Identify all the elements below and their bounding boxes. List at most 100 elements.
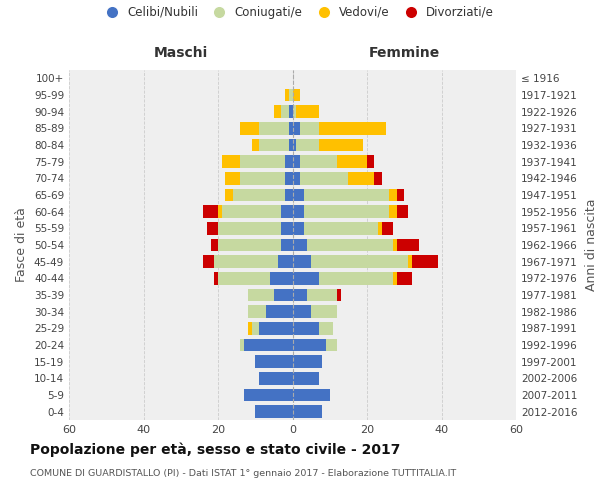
- Bar: [285, 188, 293, 201]
- Bar: [289, 106, 293, 118]
- Bar: [270, 272, 293, 284]
- Bar: [226, 188, 233, 201]
- Bar: [293, 156, 300, 168]
- Bar: [241, 339, 244, 351]
- Bar: [293, 322, 319, 334]
- Bar: [408, 256, 412, 268]
- Bar: [397, 188, 404, 201]
- Bar: [293, 239, 307, 251]
- Bar: [319, 138, 363, 151]
- Bar: [289, 89, 293, 101]
- Bar: [255, 406, 293, 418]
- Bar: [259, 138, 289, 151]
- Bar: [337, 289, 341, 301]
- Bar: [337, 156, 367, 168]
- Bar: [241, 122, 259, 134]
- Bar: [293, 106, 296, 118]
- Bar: [389, 188, 397, 201]
- Bar: [218, 239, 281, 251]
- Bar: [311, 256, 408, 268]
- Bar: [397, 272, 412, 284]
- Bar: [300, 172, 349, 184]
- Bar: [293, 389, 330, 401]
- Bar: [285, 156, 293, 168]
- Bar: [203, 206, 218, 218]
- Bar: [248, 306, 266, 318]
- Bar: [248, 289, 274, 301]
- Bar: [214, 256, 278, 268]
- Bar: [222, 206, 281, 218]
- Bar: [293, 89, 300, 101]
- Bar: [293, 306, 311, 318]
- Bar: [218, 206, 222, 218]
- Bar: [293, 138, 296, 151]
- Bar: [207, 222, 218, 234]
- Bar: [274, 106, 281, 118]
- Y-axis label: Fasce di età: Fasce di età: [16, 208, 28, 282]
- Bar: [307, 289, 337, 301]
- Bar: [251, 322, 259, 334]
- Bar: [214, 272, 218, 284]
- Bar: [289, 138, 293, 151]
- Bar: [289, 122, 293, 134]
- Bar: [281, 239, 293, 251]
- Bar: [382, 222, 393, 234]
- Bar: [296, 138, 319, 151]
- Bar: [412, 256, 438, 268]
- Bar: [255, 356, 293, 368]
- Bar: [248, 322, 251, 334]
- Bar: [251, 138, 259, 151]
- Bar: [293, 188, 304, 201]
- Bar: [307, 239, 393, 251]
- Bar: [293, 172, 300, 184]
- Bar: [266, 306, 293, 318]
- Bar: [293, 272, 319, 284]
- Bar: [203, 256, 214, 268]
- Bar: [259, 122, 289, 134]
- Bar: [278, 256, 293, 268]
- Bar: [281, 106, 289, 118]
- Bar: [367, 156, 374, 168]
- Bar: [393, 272, 397, 284]
- Bar: [293, 372, 319, 384]
- Bar: [241, 156, 285, 168]
- Bar: [304, 206, 389, 218]
- Bar: [293, 122, 300, 134]
- Bar: [281, 206, 293, 218]
- Bar: [296, 106, 319, 118]
- Bar: [285, 89, 289, 101]
- Bar: [274, 289, 293, 301]
- Bar: [226, 172, 241, 184]
- Bar: [211, 239, 218, 251]
- Y-axis label: Anni di nascita: Anni di nascita: [584, 198, 598, 291]
- Bar: [293, 222, 304, 234]
- Bar: [393, 239, 397, 251]
- Bar: [300, 122, 319, 134]
- Bar: [233, 188, 285, 201]
- Bar: [285, 172, 293, 184]
- Text: Maschi: Maschi: [154, 46, 208, 60]
- Bar: [293, 256, 311, 268]
- Bar: [244, 339, 293, 351]
- Text: Popolazione per età, sesso e stato civile - 2017: Popolazione per età, sesso e stato civil…: [30, 442, 400, 457]
- Bar: [259, 372, 293, 384]
- Bar: [300, 156, 337, 168]
- Bar: [311, 306, 337, 318]
- Bar: [319, 272, 393, 284]
- Text: COMUNE DI GUARDISTALLO (PI) - Dati ISTAT 1° gennaio 2017 - Elaborazione TUTTITAL: COMUNE DI GUARDISTALLO (PI) - Dati ISTAT…: [30, 468, 456, 477]
- Bar: [349, 172, 374, 184]
- Bar: [378, 222, 382, 234]
- Bar: [304, 188, 389, 201]
- Bar: [397, 206, 408, 218]
- Bar: [389, 206, 397, 218]
- Bar: [281, 222, 293, 234]
- Bar: [397, 239, 419, 251]
- Bar: [293, 339, 326, 351]
- Bar: [293, 206, 304, 218]
- Bar: [293, 406, 322, 418]
- Bar: [244, 389, 293, 401]
- Bar: [259, 322, 293, 334]
- Bar: [304, 222, 378, 234]
- Bar: [319, 122, 386, 134]
- Legend: Celibi/Nubili, Coniugati/e, Vedovi/e, Divorziati/e: Celibi/Nubili, Coniugati/e, Vedovi/e, Di…: [100, 6, 494, 19]
